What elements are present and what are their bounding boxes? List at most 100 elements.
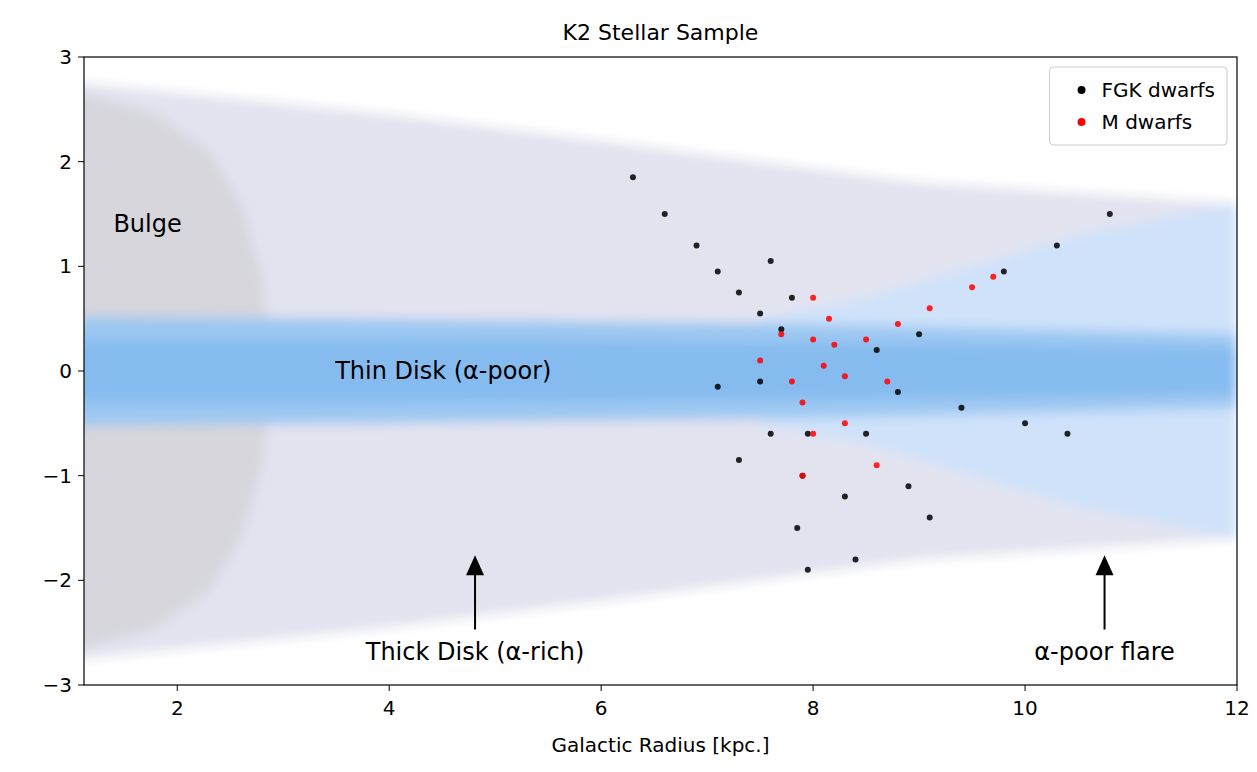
point <box>805 431 811 437</box>
point <box>831 342 837 348</box>
point <box>768 431 774 437</box>
y-tick-label: 3 <box>59 45 72 69</box>
point <box>630 174 636 180</box>
point <box>852 556 858 562</box>
point <box>768 258 774 264</box>
x-tick <box>389 685 390 691</box>
x-tick <box>813 685 814 691</box>
point <box>800 473 806 479</box>
point <box>810 295 816 301</box>
point <box>715 384 721 390</box>
point <box>1107 211 1113 217</box>
legend-marker <box>1078 86 1086 94</box>
y-tick-label: 1 <box>59 254 72 278</box>
point <box>736 457 742 463</box>
point <box>805 567 811 573</box>
point <box>662 211 668 217</box>
annotation: Thick Disk (α-rich) <box>365 638 585 666</box>
frame <box>84 57 1237 685</box>
region <box>84 317 1237 426</box>
ticks: 24681012−3−2−10123 <box>43 45 1250 720</box>
arrow-head <box>466 555 484 575</box>
region <box>84 83 1237 659</box>
legend: FGK dwarfs M dwarfs <box>1050 67 1227 145</box>
point <box>1054 242 1060 248</box>
y-tick <box>78 475 84 476</box>
point <box>863 431 869 437</box>
legend-box <box>1050 67 1227 145</box>
point <box>842 373 848 379</box>
arrow-shaft <box>1104 573 1106 629</box>
point <box>842 420 848 426</box>
y-tick <box>78 57 84 58</box>
point <box>757 310 763 316</box>
point <box>1022 420 1028 426</box>
point <box>905 483 911 489</box>
arrow-head <box>1096 555 1114 575</box>
y-tick-label: 2 <box>59 150 72 174</box>
point <box>778 326 784 332</box>
point <box>736 290 742 296</box>
x-tick <box>1025 685 1026 691</box>
y-tick-label: 0 <box>59 359 72 383</box>
x-tick-label: 4 <box>383 696 396 720</box>
point <box>927 515 933 521</box>
annotation: Thin Disk (α-poor) <box>334 357 551 385</box>
point <box>969 284 975 290</box>
y-tick-label: −3 <box>43 673 72 697</box>
legend-label: M dwarfs <box>1102 110 1193 134</box>
point <box>958 405 964 411</box>
y-tick <box>78 371 84 372</box>
point <box>810 431 816 437</box>
y-tick <box>78 580 84 581</box>
arrow-shaft <box>474 573 476 629</box>
point <box>800 473 806 479</box>
point <box>863 337 869 343</box>
region <box>84 340 1237 403</box>
chart: Bulge Thin Disk (α-poor) Thick Disk (α-ric… <box>0 0 1257 772</box>
points <box>630 174 1113 572</box>
point <box>842 494 848 500</box>
x-tick <box>1237 685 1238 691</box>
title: K2 Stellar Sample <box>563 20 759 45</box>
point <box>789 378 795 384</box>
point <box>789 295 795 301</box>
x-tick <box>177 685 178 691</box>
point <box>826 316 832 322</box>
x-axis-label: Galactic Radius [kpc.] <box>552 733 770 757</box>
point <box>1001 269 1007 275</box>
point <box>794 525 800 531</box>
y-tick-label: −1 <box>43 464 72 488</box>
annotation: Bulge <box>113 210 181 238</box>
x-tick <box>601 685 602 691</box>
point <box>1064 431 1070 437</box>
point <box>778 331 784 337</box>
point <box>810 337 816 343</box>
point <box>927 305 933 311</box>
point <box>874 462 880 468</box>
point <box>800 399 806 405</box>
point <box>715 269 721 275</box>
point <box>895 321 901 327</box>
y-tick <box>78 266 84 267</box>
point <box>757 358 763 364</box>
x-tick-label: 8 <box>807 696 820 720</box>
x-tick-label: 12 <box>1224 696 1249 720</box>
x-tick-label: 6 <box>595 696 608 720</box>
point <box>990 274 996 280</box>
annotation: α-poor flare <box>1034 638 1175 666</box>
y-tick <box>78 161 84 162</box>
point <box>874 347 880 353</box>
x-tick-label: 2 <box>171 696 184 720</box>
annotations: Bulge Thin Disk (α-poor) Thick Disk (α-ric… <box>113 210 1174 665</box>
legend-label: FGK dwarfs <box>1102 78 1215 102</box>
x-tick-label: 10 <box>1012 696 1037 720</box>
y-tick <box>78 685 84 686</box>
y-tick-label: −2 <box>43 568 72 592</box>
point <box>895 389 901 395</box>
point <box>916 331 922 337</box>
point <box>757 378 763 384</box>
point <box>884 378 890 384</box>
regions <box>84 83 1237 659</box>
point <box>694 242 700 248</box>
